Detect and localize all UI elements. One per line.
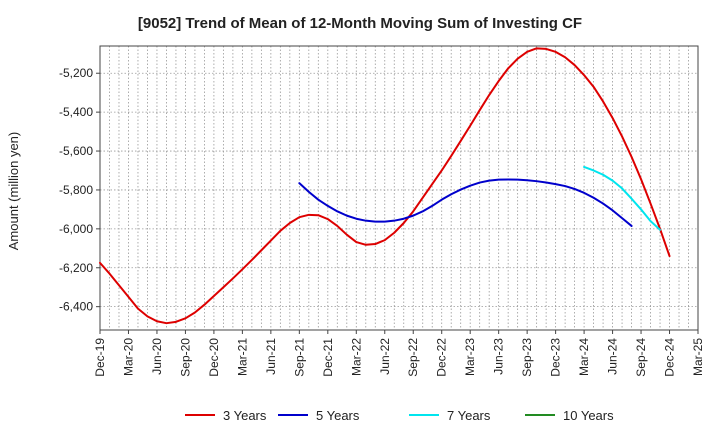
x-tick-label: Sep-24 <box>634 338 648 377</box>
x-tick-label: Mar-25 <box>691 338 705 376</box>
x-axis-ticks: Dec-19 Mar-20 Jun-20 Sep-20 Dec-20 Mar-21 Jun-… <box>93 330 705 377</box>
chart-title: [9052] Trend of Mean of 12-Month Moving … <box>138 15 582 32</box>
y-axis-ticks: -6,400 -6,200 -6,000 -5,800 -5,600 -5,400 -5,2… <box>59 66 100 314</box>
series-line-5-years <box>298 178 633 227</box>
x-tick-label: Dec-19 <box>93 338 107 377</box>
x-tick-label: Dec-24 <box>663 338 677 377</box>
x-tick-label: Dec-23 <box>549 338 563 377</box>
x-tick-label: Jun-23 <box>492 338 506 375</box>
plot-area-frame <box>99 45 699 331</box>
x-tick-label: Jun-22 <box>378 338 392 375</box>
legend: 3 Years 5 Years 7 Years 10 Years <box>185 408 614 423</box>
x-tick-label: Sep-21 <box>292 338 306 377</box>
x-tick-label: Sep-22 <box>406 338 420 377</box>
y-tick-label: -5,600 <box>59 144 93 158</box>
x-tick-label: Dec-20 <box>207 338 221 377</box>
x-tick-label: Mar-20 <box>121 338 135 376</box>
grid <box>100 46 698 330</box>
x-tick-label: Jun-21 <box>264 338 278 375</box>
x-tick-label: Dec-22 <box>435 338 449 377</box>
legend-label: 5 Years <box>316 408 360 423</box>
x-tick-label: Sep-20 <box>178 338 192 377</box>
legend-label: 3 Years <box>223 408 267 423</box>
series-lines <box>99 47 671 325</box>
x-tick-label: Mar-21 <box>235 338 249 376</box>
legend-label: 7 Years <box>447 408 491 423</box>
y-tick-label: -6,400 <box>59 300 93 314</box>
series-line-3-years <box>99 47 671 325</box>
x-tick-label: Dec-21 <box>321 338 335 377</box>
y-tick-label: -5,800 <box>59 183 93 197</box>
x-tick-label: Sep-23 <box>520 338 534 377</box>
x-tick-label: Jun-24 <box>606 338 620 375</box>
y-axis-title: Amount (million yen) <box>6 132 21 251</box>
x-tick-label: Mar-24 <box>577 338 591 376</box>
y-tick-label: -5,200 <box>59 66 93 80</box>
y-tick-label: -6,000 <box>59 222 93 236</box>
x-tick-label: Mar-22 <box>349 338 363 376</box>
y-tick-label: -6,200 <box>59 261 93 275</box>
x-tick-label: Mar-23 <box>463 338 477 376</box>
legend-label: 10 Years <box>563 408 614 423</box>
series-line-7-years <box>583 165 662 231</box>
y-tick-label: -5,400 <box>59 105 93 119</box>
x-tick-label: Jun-20 <box>150 338 164 375</box>
